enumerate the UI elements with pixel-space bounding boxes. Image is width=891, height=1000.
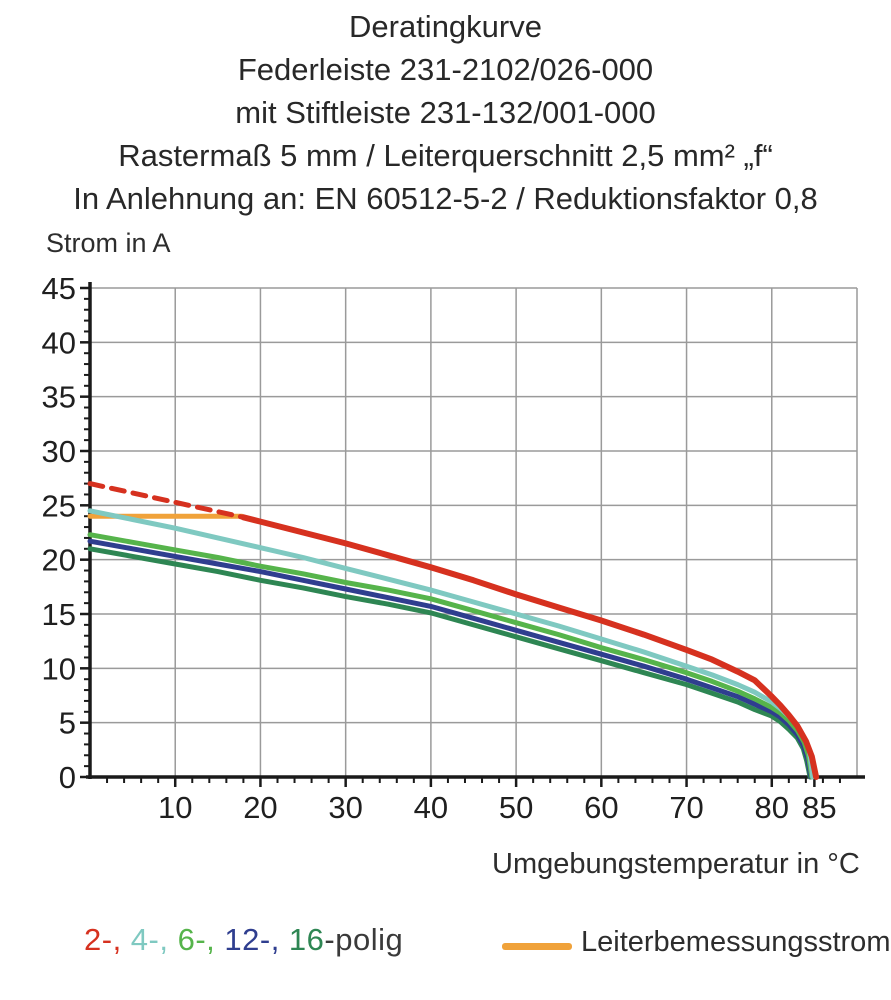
title-block: Deratingkurve Federleiste 231-2102/026-0…: [0, 5, 891, 220]
title-line-1: Deratingkurve: [349, 9, 542, 44]
series-12-polig: [87, 538, 814, 780]
x-tick-label-85: 85: [802, 790, 836, 825]
y-tick-label-40: 40: [42, 325, 76, 360]
title-line-4: Rastermaß 5 mm / Leiterquerschnitt 2,5 m…: [118, 138, 773, 173]
x-tick-label-60: 60: [584, 790, 618, 825]
x-tick-label-10: 10: [158, 790, 192, 825]
x-tick-label-80: 80: [755, 790, 789, 825]
y-tick-label-15: 15: [42, 597, 76, 632]
legend-poles-part-3: 12-,: [215, 922, 280, 957]
x-tick-label-70: 70: [669, 790, 703, 825]
x-tick-label-30: 30: [328, 790, 362, 825]
y-tick-label-35: 35: [42, 380, 76, 415]
x-tick-label-50: 50: [499, 790, 533, 825]
legend-poles-part-4: 16: [279, 922, 325, 957]
x-axis-title: Umgebungstemperatur in °C: [492, 848, 860, 880]
title-line-2: Federleiste 231-2102/026-000: [237, 52, 654, 87]
legend-poles-part-2: 6-,: [168, 922, 216, 957]
title-line-5: In Anlehnung an: EN 60512-5-2 / Reduktio…: [73, 181, 818, 216]
series-2-polig: [240, 514, 820, 780]
y-tick-label-45: 45: [42, 271, 76, 306]
legend-orange-line-swatch: [502, 943, 572, 950]
title-line-3: mit Stiftleiste 231-132/001-000: [235, 95, 656, 130]
y-tick-label-20: 20: [42, 543, 76, 578]
legend-poles-part-1: 4-,: [121, 922, 169, 957]
series-6-polig: [87, 532, 815, 780]
x-tick-label-20: 20: [243, 790, 277, 825]
y-tick-label-5: 5: [59, 706, 76, 741]
y-tick-label-25: 25: [42, 488, 76, 523]
legend-poles-part-5: -polig: [324, 922, 404, 957]
series-4-polig: [87, 508, 816, 780]
y-axis-title: Strom in A: [46, 228, 171, 258]
legend-poles-part-0: 2-,: [84, 922, 122, 957]
y-tick-label-10: 10: [42, 651, 76, 686]
legend-poles: 2-, 4-, 6-, 12-, 16-polig: [84, 922, 403, 958]
series-2-polig-oberhalb-leiterbemessungsstrom: [87, 481, 246, 520]
series-16-polig: [87, 546, 813, 780]
x-tick-label-40: 40: [414, 790, 448, 825]
y-tick-label-0: 0: [59, 760, 76, 795]
y-tick-label-30: 30: [42, 434, 76, 469]
legend-orange-line-label: Leiterbemessungsstrom: [581, 926, 891, 958]
